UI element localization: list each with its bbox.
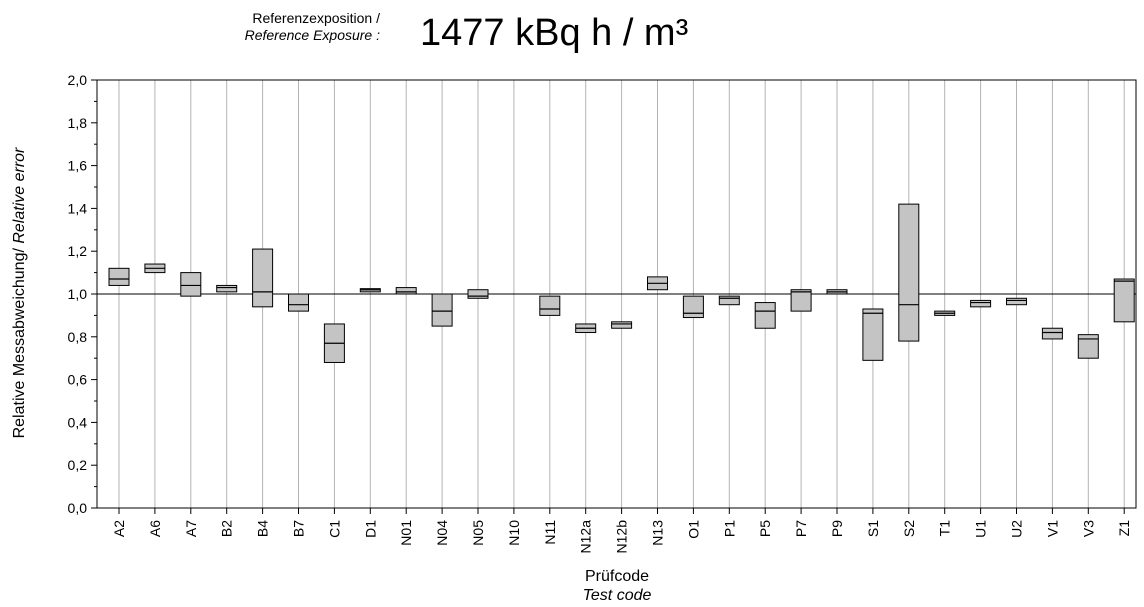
x-tick-label-A7: A7: [183, 520, 199, 537]
box-P7: [790, 289, 812, 312]
box-N04: [431, 293, 453, 327]
x-axis-title-en: Test code: [583, 587, 652, 604]
y-tick-label: 2,0: [68, 72, 88, 88]
box-S1: [862, 308, 884, 361]
x-tick-label-N12a: N12a: [578, 520, 594, 554]
box-V3: [1077, 334, 1099, 359]
box-S2: [898, 203, 920, 342]
x-tick-label-P7: P7: [793, 520, 809, 537]
box-O1: [682, 295, 704, 319]
y-tick-label: 0,8: [68, 329, 88, 345]
box-B2: [216, 284, 238, 293]
x-tick-label-N13: N13: [650, 520, 666, 546]
y-tick-label: 0,6: [68, 372, 88, 388]
x-tick-label-V1: V1: [1044, 520, 1060, 537]
y-tick-label: 1,2: [68, 243, 88, 259]
y-tick-label: 0,0: [68, 500, 88, 516]
x-tick-label-P5: P5: [757, 520, 773, 537]
x-tick-label-S2: S2: [901, 520, 917, 537]
reference-exposure-label: Referenzexposition / Reference Exposure …: [150, 10, 380, 44]
x-tick-label-B4: B4: [255, 520, 271, 537]
y-tick-label: 0,2: [68, 457, 88, 473]
x-tick-label-N10: N10: [506, 520, 522, 546]
y-tick-label: 1,4: [68, 200, 88, 216]
y-tick-label: 0,4: [68, 414, 88, 430]
x-tick-label-S1: S1: [865, 520, 881, 537]
box-A7: [180, 272, 202, 297]
x-tick-label-Z1: Z1: [1116, 520, 1132, 537]
y-tick-label: 1,0: [68, 286, 88, 302]
box-N11: [539, 295, 561, 316]
y-tick-label: 1,8: [68, 115, 88, 131]
x-tick-label-T1: T1: [937, 520, 953, 537]
box-U1: [970, 299, 992, 308]
box-B7: [288, 293, 309, 312]
reference-exposure-label-en: Reference Exposure :: [244, 27, 380, 43]
x-tick-label-A6: A6: [147, 520, 163, 537]
x-tick-label-N12b: N12b: [614, 520, 630, 554]
reference-exposure-value: 1477 kBq h / m³: [420, 12, 689, 54]
y-tick-label: 1,6: [68, 158, 88, 174]
box-B4: [252, 248, 274, 308]
x-tick-label-P1: P1: [721, 520, 737, 537]
x-tick-label-C1: C1: [326, 520, 342, 538]
y-axis-title-en: Relative error: [11, 147, 28, 244]
box-P5: [754, 302, 776, 329]
x-tick-label-N04: N04: [434, 520, 450, 546]
x-tick-label-B7: B7: [291, 520, 307, 537]
y-axis-title: Relative Messabweichung/ Relative error: [11, 147, 28, 438]
box-Z1: [1113, 278, 1135, 323]
x-tick-label-N05: N05: [470, 520, 486, 546]
box-N01: [395, 287, 417, 295]
box-N12b: [611, 321, 633, 329]
x-tick-label-V3: V3: [1080, 520, 1096, 537]
box-N05: [467, 289, 489, 299]
x-axis-title-de: Prüfcode: [585, 568, 649, 585]
reference-exposure-label-de: Referenzexposition /: [252, 10, 380, 26]
x-tick-label-P9: P9: [829, 520, 845, 537]
x-tick-label-U2: U2: [1009, 520, 1025, 538]
x-tick-label-N01: N01: [398, 520, 414, 546]
y-axis-title-de: Relative Messabweichung/: [11, 244, 28, 439]
x-tick-label-A2: A2: [111, 520, 127, 537]
x-tick-label-D1: D1: [362, 520, 378, 538]
x-tick-label-U1: U1: [973, 520, 989, 538]
x-tick-label-N11: N11: [542, 520, 558, 545]
x-tick-label-O1: O1: [685, 520, 701, 539]
box-U2: [1006, 297, 1027, 306]
x-tick-label-B2: B2: [219, 520, 235, 537]
box-V1: [1041, 327, 1063, 340]
box-A2: [108, 267, 130, 286]
box-P1: [718, 295, 740, 306]
